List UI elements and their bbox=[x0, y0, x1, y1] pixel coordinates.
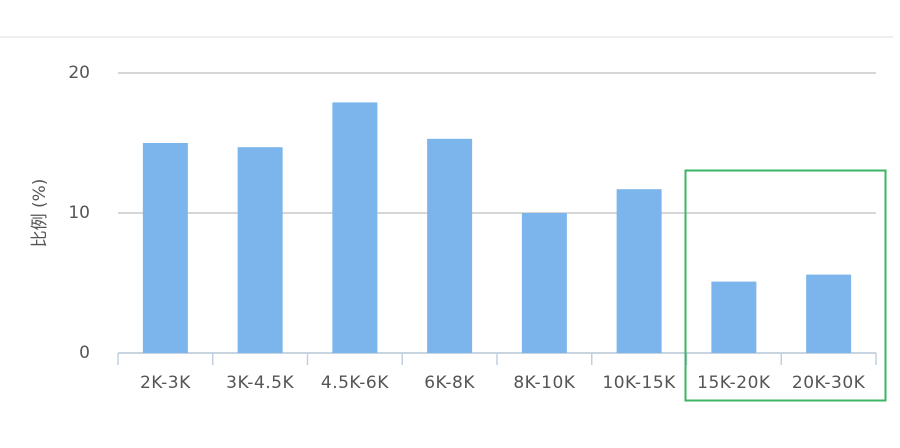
x-tick-label: 4.5K-6K bbox=[321, 373, 389, 393]
y-axis-label: 比例 (%) bbox=[30, 179, 50, 248]
bar bbox=[711, 281, 757, 353]
x-tick-label: 6K-8K bbox=[424, 373, 475, 393]
bar bbox=[427, 138, 473, 353]
y-tick-label: 10 bbox=[68, 203, 90, 223]
x-tick-label: 20K-30K bbox=[792, 373, 866, 393]
bar bbox=[806, 274, 852, 353]
bar bbox=[616, 189, 662, 353]
x-tick-label: 2K-3K bbox=[140, 373, 191, 393]
x-tick-label: 10K-15K bbox=[602, 373, 676, 393]
x-tick-label: 3K-4.5K bbox=[226, 373, 294, 393]
y-tick-label: 0 bbox=[79, 343, 90, 363]
bar bbox=[521, 213, 567, 353]
x-tick-label: 15K-20K bbox=[697, 373, 771, 393]
x-tick-label: 8K-10K bbox=[513, 373, 575, 393]
highlight-box bbox=[684, 169, 887, 402]
bar bbox=[332, 102, 378, 354]
y-tick-label: 20 bbox=[68, 63, 90, 83]
bar bbox=[142, 143, 188, 353]
bar bbox=[237, 147, 283, 353]
